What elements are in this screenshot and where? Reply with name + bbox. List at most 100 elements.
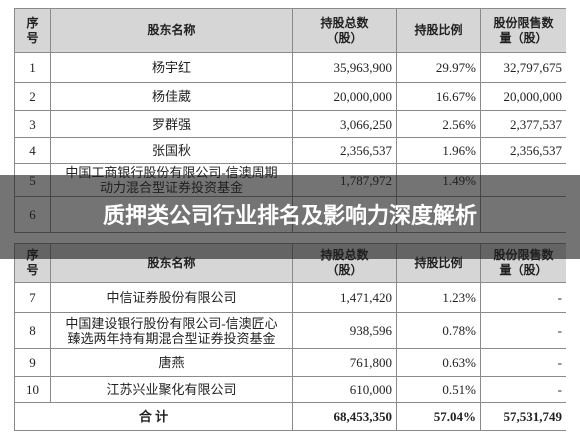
cell: 2.56% [396, 110, 481, 138]
cell-line: 股东名称 [147, 255, 196, 270]
cell: 序号 [14, 8, 51, 53]
cell: 0.78% [396, 312, 481, 349]
cell-text: 2,356,537 [340, 143, 392, 158]
cell-line: （股） [326, 30, 363, 45]
cell: 股份限售数量（股） [480, 8, 566, 53]
cell: 杨佳葳 [50, 82, 293, 111]
row: 4 张国秋 2,356,537 1.96% 2,356,537 [14, 137, 566, 164]
cell: 20,000,000 [292, 82, 397, 111]
cell: 0.63% [396, 348, 481, 377]
row: 10 江苏兴业聚化有限公司 610,000 0.51% - [14, 376, 566, 403]
cell-text: 合 计 [138, 409, 169, 424]
table: 序号股东名称持股总数（股）持股比例股份限售数量（股）7中信证券股份有限公司1,4… [14, 243, 566, 431]
cell-text: 张国秋 [151, 143, 191, 158]
row: 9 唐燕 761,800 0.63% - [14, 348, 566, 377]
cell-text: - [557, 290, 562, 305]
cell: 4 [14, 137, 51, 164]
cell-line: 号 [26, 263, 39, 277]
cell-text: 0.78% [442, 323, 476, 338]
cell: - [480, 376, 566, 403]
cell-text: 1.23% [442, 290, 476, 305]
cell-text: 20,000,000 [333, 89, 393, 104]
cell: 16.67% [396, 82, 481, 111]
cell-text: 罗群强 [151, 116, 191, 132]
cell-text: 20,000,000 [503, 89, 563, 104]
cell-text: 8 [29, 323, 36, 338]
cell-line: 持股比例 [414, 23, 463, 37]
cell: 2,356,537 [480, 137, 566, 164]
cell: 610,000 [292, 376, 397, 403]
cell: 8 [14, 312, 51, 349]
cell-text: 中信证券股份有限公司 [106, 290, 237, 305]
cell: 29.97% [396, 52, 481, 83]
cell-text: 1,471,420 [340, 290, 392, 305]
cell-text: 57,531,749 [503, 409, 563, 424]
cell: - [480, 312, 566, 349]
cell-text: 杨佳葳 [151, 89, 191, 104]
header-row: 序号 股东名称 持股总数（股） 持股比例 股份限售数量（股） [14, 8, 566, 53]
cell-text: 唐燕 [158, 355, 185, 370]
cell: 32,797,675 [480, 52, 566, 83]
cell-text: 3,066,250 [340, 116, 392, 132]
cell: 中国建设银行股份有限公司-信澳匠心 臻选两年持有期混合型证券投资基金 [50, 312, 293, 349]
cell: 1.96% [396, 137, 481, 164]
cell-text: 68,453,350 [333, 409, 393, 424]
cell-text: 0.63% [442, 355, 476, 370]
banner: 质押类公司行业排名及影响力深度解析 [0, 175, 580, 259]
row: 1 杨宇红 35,963,900 29.97% 32,797,675 [14, 52, 566, 83]
cell-text: 9 [29, 355, 36, 370]
cell-text: 32,797,675 [503, 60, 563, 75]
cell: 9 [14, 348, 51, 377]
cell: 10 [14, 376, 51, 403]
cell: 57,531,749 [480, 402, 566, 431]
cell: 3 [14, 110, 51, 138]
cell: 持股总数（股） [292, 8, 397, 53]
cell-line: 量（股） [499, 30, 548, 45]
cell: 1.23% [396, 282, 481, 313]
cell-line: 股份限售数 [493, 15, 554, 30]
cell: 持股比例 [396, 8, 481, 53]
cell: 35,963,900 [292, 52, 397, 83]
cell: 股东名称 [50, 8, 293, 53]
cell-text: 杨宇红 [151, 60, 191, 75]
cell-text: 0.51% [442, 382, 476, 397]
cell-text: 57.04% [433, 409, 476, 424]
cell-line: 序 [26, 15, 39, 30]
cell-text: - [557, 382, 562, 397]
cell: 761,800 [292, 348, 397, 377]
cell-line: 股东名称 [147, 23, 196, 37]
cell-line: （股） [326, 263, 363, 277]
cell: 1 [14, 52, 51, 83]
cell: - [480, 348, 566, 377]
cell-text: - [557, 323, 562, 338]
cell-line: 量（股） [499, 263, 548, 277]
cell-text: 7 [29, 290, 36, 305]
cell: 杨宇红 [50, 52, 293, 83]
cell-text: 1.96% [442, 143, 476, 158]
cell: 唐燕 [50, 348, 293, 377]
cell-text: 4 [29, 143, 36, 158]
cell: 20,000,000 [480, 82, 566, 111]
cell: 2,356,537 [292, 137, 397, 164]
row: 7 中信证券股份有限公司 1,471,420 1.23% - [14, 282, 566, 313]
cell-line: 持股比例 [414, 255, 463, 270]
cell: 2,377,537 [480, 110, 566, 138]
cell-text: 10 [26, 382, 39, 397]
cell: 罗群强 [50, 110, 293, 138]
cell-text: 16.67% [435, 89, 476, 104]
cell-text: 江苏兴业聚化有限公司 [106, 382, 237, 397]
cell: 68,453,350 [292, 402, 397, 431]
row: 3 罗群强 3,066,250 2.56% 2,377,537 [14, 110, 566, 138]
total-row: 合 计 68,453,350 57.04% 57,531,749 [14, 402, 566, 431]
cell-text: 2,377,537 [510, 116, 562, 132]
cell-text: 2 [29, 89, 36, 104]
cell: - [480, 282, 566, 313]
cell: 中信证券股份有限公司 [50, 282, 293, 313]
cell: 938,596 [292, 312, 397, 349]
cell: 3,066,250 [292, 110, 397, 138]
cell-line: 中国建设银行股份有限公司-信澳匠心 [65, 315, 278, 331]
cell: 2 [14, 82, 51, 111]
bottom-table: 序号股东名称持股总数（股）持股比例股份限售数量（股）7中信证券股份有限公司1,4… [14, 243, 566, 433]
cell-text: 35,963,900 [333, 60, 393, 75]
